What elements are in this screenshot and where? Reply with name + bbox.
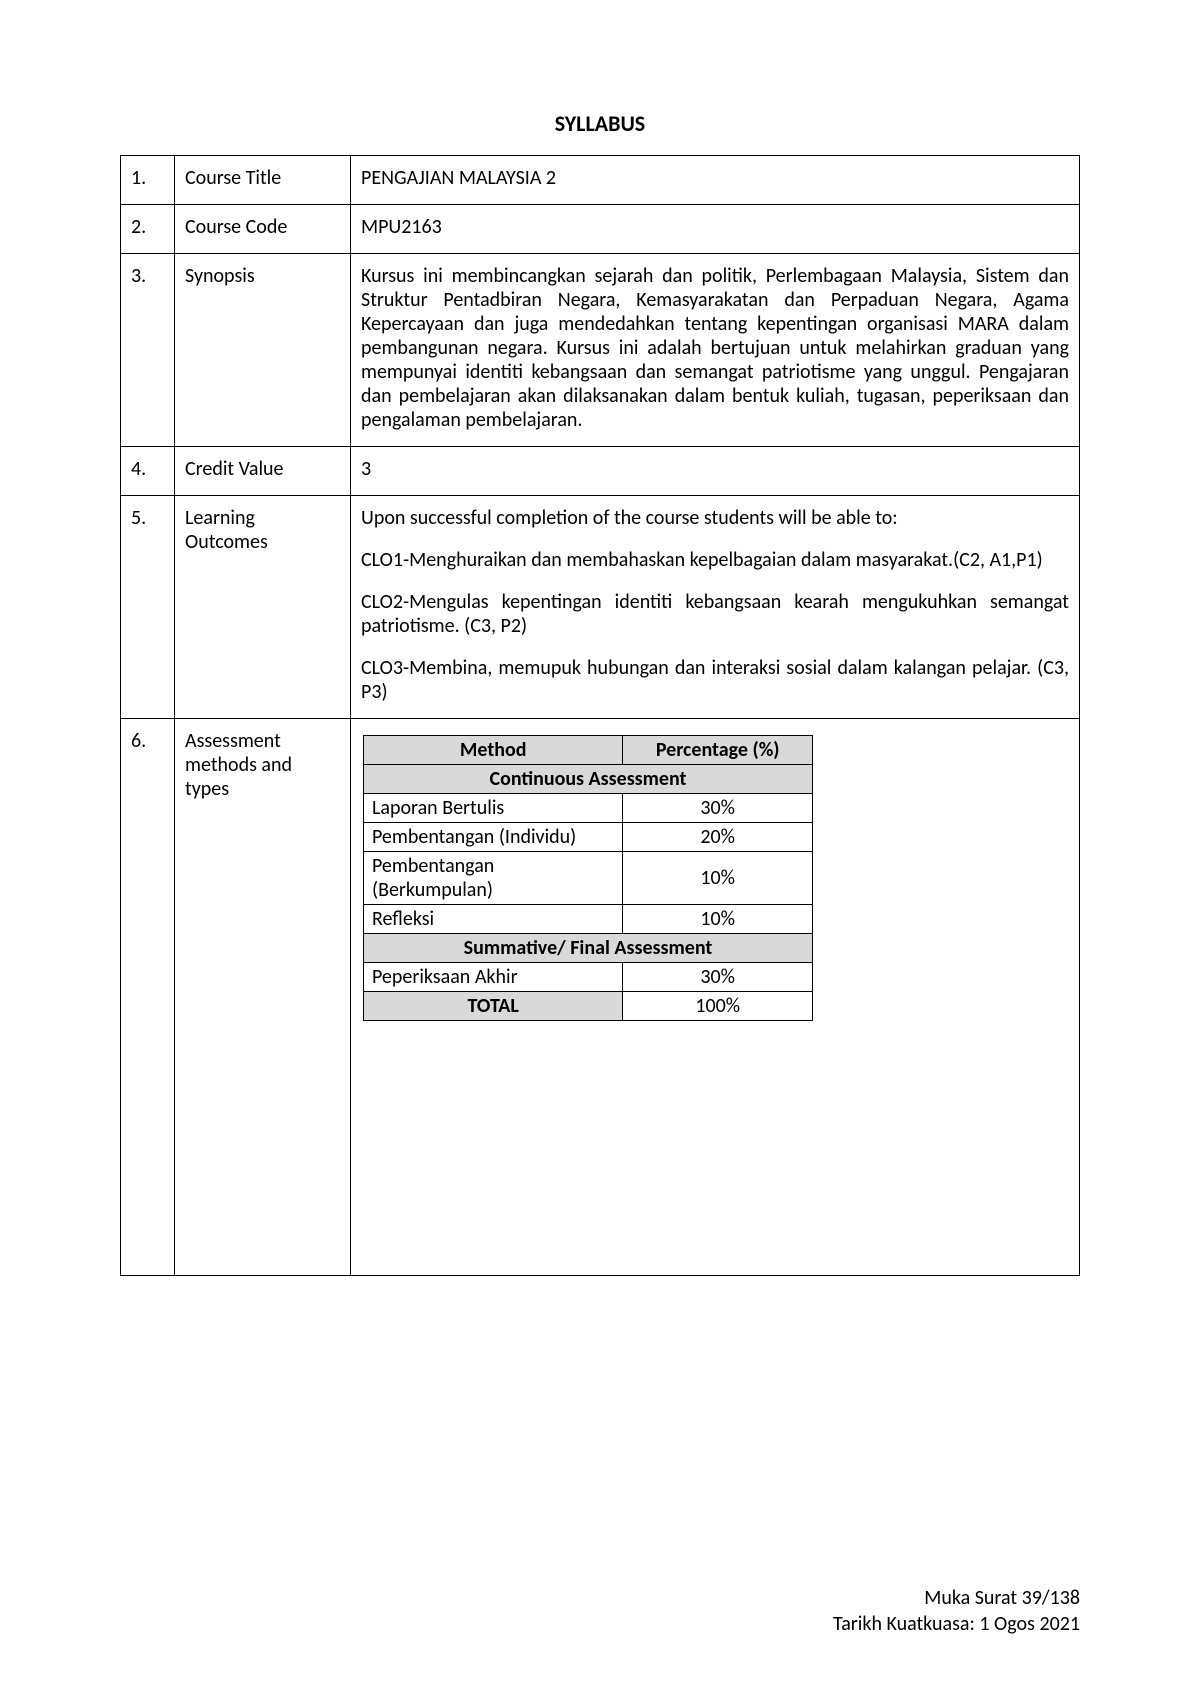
- table-row: 6. Assessment methods and types Method P…: [121, 719, 1080, 1276]
- assessment-pct: 10%: [623, 852, 813, 905]
- page-title: SYLLABUS: [120, 110, 1080, 137]
- assessment-pct: 20%: [623, 823, 813, 852]
- page-footer: Muka Surat 39/138 Tarikh Kuatkuasa: 1 Og…: [833, 1585, 1080, 1637]
- row-number: 2.: [121, 205, 175, 254]
- row-number: 5.: [121, 496, 175, 719]
- table-row: 5. Learning Outcomes Upon successful com…: [121, 496, 1080, 719]
- row-label: Learning Outcomes: [175, 496, 351, 719]
- assessment-pct: 30%: [623, 794, 813, 823]
- footer-effective-date: Tarikh Kuatkuasa: 1 Ogos 2021: [833, 1611, 1080, 1637]
- row-value: PENGAJIAN MALAYSIA 2: [351, 156, 1080, 205]
- page: SYLLABUS 1. Course Title PENGAJIAN MALAY…: [0, 0, 1200, 1695]
- assessment-pct: 10%: [623, 905, 813, 934]
- assessment-row: Pembentangan (Individu) 20%: [364, 823, 813, 852]
- assessment-method: Pembentangan (Individu): [364, 823, 623, 852]
- table-row: 1. Course Title PENGAJIAN MALAYSIA 2: [121, 156, 1080, 205]
- assessment-row: Refleksi 10%: [364, 905, 813, 934]
- assessment-section-label: Continuous Assessment: [364, 765, 813, 794]
- row-label: Credit Value: [175, 447, 351, 496]
- assessment-section-row: Summative/ Final Assessment: [364, 934, 813, 963]
- clo-item: CLO3-Membina, memupuk hubungan dan inter…: [361, 656, 1069, 704]
- clo-item: CLO1-Menghuraikan dan membahaskan kepelb…: [361, 548, 1069, 572]
- outcomes-intro: Upon successful completion of the course…: [361, 506, 1069, 530]
- assessment-row: Laporan Bertulis 30%: [364, 794, 813, 823]
- assessment-section-row: Continuous Assessment: [364, 765, 813, 794]
- syllabus-table: 1. Course Title PENGAJIAN MALAYSIA 2 2. …: [120, 155, 1080, 1276]
- row-value: MPU2163: [351, 205, 1080, 254]
- assessment-header-pct: Percentage (%): [623, 736, 813, 765]
- assessment-method: Peperiksaan Akhir: [364, 963, 623, 992]
- assessment-total-label: TOTAL: [364, 992, 623, 1021]
- assessment-total-pct: 100%: [623, 992, 813, 1021]
- row-number: 6.: [121, 719, 175, 1276]
- clo-item: CLO2-Mengulas kepentingan identiti keban…: [361, 590, 1069, 638]
- row-number: 1.: [121, 156, 175, 205]
- row-value: Kursus ini membincangkan sejarah dan pol…: [351, 254, 1080, 447]
- assessment-header-method: Method: [364, 736, 623, 765]
- table-row: 3. Synopsis Kursus ini membincangkan sej…: [121, 254, 1080, 447]
- spacer: [361, 1021, 1069, 1261]
- assessment-method: Laporan Bertulis: [364, 794, 623, 823]
- assessment-row: Peperiksaan Akhir 30%: [364, 963, 813, 992]
- table-row: 2. Course Code MPU2163: [121, 205, 1080, 254]
- assessment-cell: Method Percentage (%) Continuous Assessm…: [351, 719, 1080, 1276]
- row-number: 3.: [121, 254, 175, 447]
- assessment-section-label: Summative/ Final Assessment: [364, 934, 813, 963]
- assessment-header-row: Method Percentage (%): [364, 736, 813, 765]
- assessment-row: Pembentangan (Berkumpulan) 10%: [364, 852, 813, 905]
- assessment-table: Method Percentage (%) Continuous Assessm…: [363, 735, 813, 1021]
- row-value: 3: [351, 447, 1080, 496]
- assessment-method: Refleksi: [364, 905, 623, 934]
- assessment-pct: 30%: [623, 963, 813, 992]
- row-number: 4.: [121, 447, 175, 496]
- learning-outcomes: Upon successful completion of the course…: [351, 496, 1080, 719]
- assessment-method: Pembentangan (Berkumpulan): [364, 852, 623, 905]
- footer-page-number: Muka Surat 39/138: [833, 1585, 1080, 1611]
- row-label: Course Code: [175, 205, 351, 254]
- row-label: Synopsis: [175, 254, 351, 447]
- row-label: Assessment methods and types: [175, 719, 351, 1276]
- table-row: 4. Credit Value 3: [121, 447, 1080, 496]
- assessment-total-row: TOTAL 100%: [364, 992, 813, 1021]
- row-label: Course Title: [175, 156, 351, 205]
